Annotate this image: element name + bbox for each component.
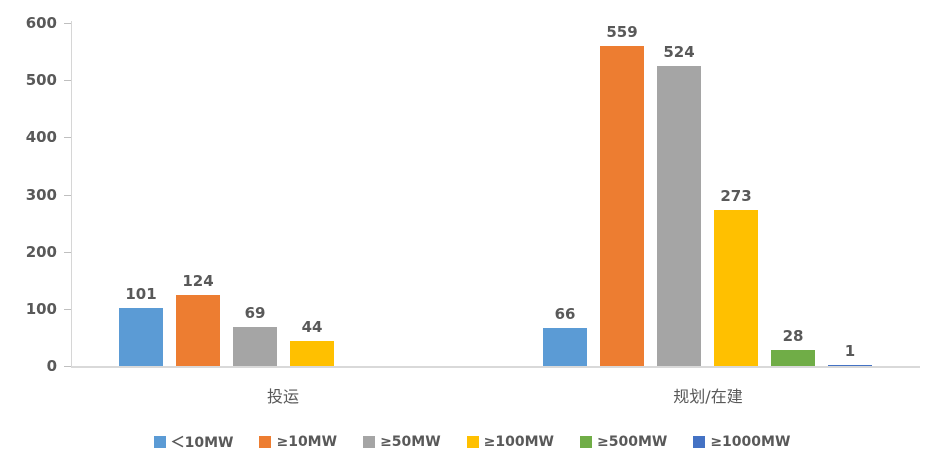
y-tick-mark [64, 366, 71, 367]
bar-≥100MW-规划/在建 [714, 210, 758, 366]
legend-swatch-icon [259, 436, 272, 448]
data-label: 1 [844, 342, 856, 360]
data-label: 44 [301, 318, 323, 336]
data-label: 559 [606, 23, 638, 41]
data-label: 69 [244, 304, 266, 322]
legend-item-≥500MW: ≥500MW [579, 434, 668, 450]
y-tick-label: 600 [25, 14, 57, 32]
legend-swatch-icon [466, 436, 479, 448]
legend-item-＜10MW: ＜10MW [153, 432, 234, 452]
y-tick-mark [64, 23, 71, 24]
legend-swatch-icon [579, 436, 592, 448]
data-label: 524 [663, 43, 695, 61]
y-tick-label: 0 [46, 357, 57, 375]
bar-≥500MW-规划/在建 [771, 350, 815, 366]
legend-item-≥50MW: ≥50MW [363, 434, 441, 450]
legend-swatch-icon [153, 436, 166, 448]
y-tick-label: 200 [25, 242, 57, 261]
data-label: 124 [182, 272, 214, 290]
bar-≥50MW-规划/在建 [657, 66, 701, 366]
data-label: 101 [125, 285, 157, 303]
bar-＜10MW-规划/在建 [543, 328, 587, 366]
y-tick-label: 400 [25, 128, 57, 147]
bar-≥10MW-规划/在建 [600, 46, 644, 366]
x-axis-line [71, 366, 920, 368]
y-tick-label: 500 [25, 71, 57, 90]
y-tick-mark [64, 252, 71, 253]
legend-label: ≥100MW [483, 434, 554, 450]
legend-label: ＜10MW [170, 435, 234, 451]
data-label: 28 [782, 327, 804, 345]
y-tick-mark [64, 80, 71, 81]
legend: ＜10MW ≥10MW ≥50MW ≥100MW ≥500MW ≥1000MW [0, 432, 944, 452]
data-label: 66 [554, 305, 576, 323]
y-axis-line [71, 21, 72, 366]
category-label-规划/在建: 规划/在建 [673, 387, 743, 406]
bar-≥50MW-投运 [233, 327, 277, 366]
data-label: 273 [720, 187, 752, 205]
y-tick-label: 100 [25, 299, 57, 318]
bar-＜10MW-投运 [119, 308, 163, 366]
legend-label: ≥50MW [380, 434, 441, 450]
legend-item-≥10MW: ≥10MW [259, 434, 337, 450]
legend-label: ≥10MW [276, 434, 338, 450]
legend-swatch-icon [363, 436, 376, 448]
legend-swatch-icon [693, 436, 706, 448]
bar-≥1000MW-规划/在建 [828, 365, 872, 366]
bar-≥10MW-投运 [176, 295, 220, 366]
y-tick-mark [64, 195, 71, 196]
bar-≥100MW-投运 [290, 341, 334, 366]
legend-label: ≥500MW [596, 434, 668, 450]
y-tick-label: 300 [25, 185, 57, 204]
legend-label: ≥1000MW [710, 434, 791, 450]
y-tick-mark [64, 309, 71, 310]
category-label-投运: 投运 [266, 387, 299, 406]
legend-item-≥1000MW: ≥1000MW [693, 434, 790, 450]
legend-item-≥100MW: ≥100MW [466, 434, 554, 450]
y-tick-mark [64, 137, 71, 138]
